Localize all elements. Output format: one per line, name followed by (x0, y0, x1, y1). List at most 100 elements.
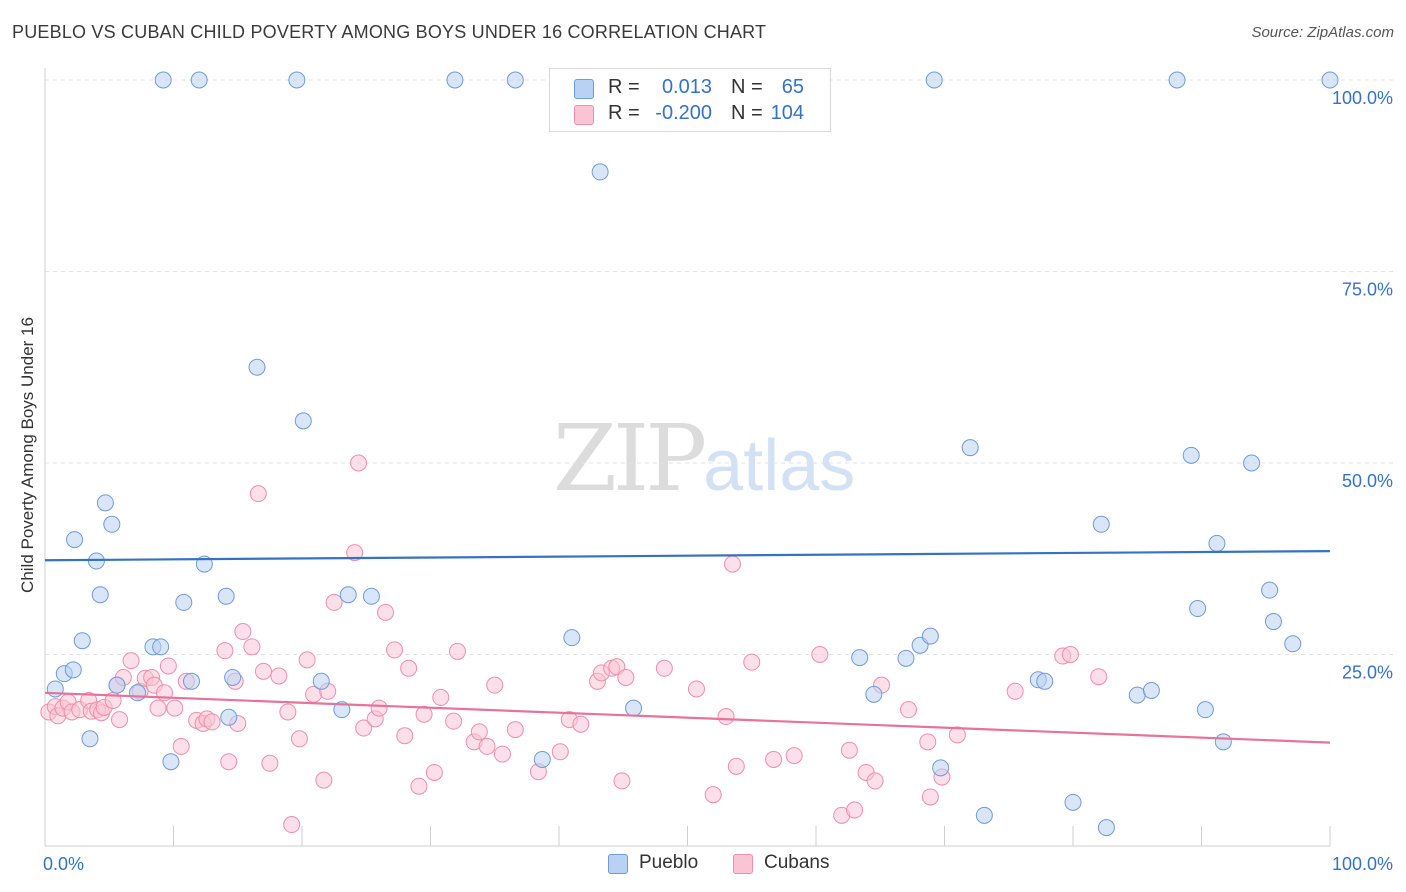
pueblo-point (1261, 581, 1279, 599)
pueblo-point (162, 753, 180, 771)
cubans-point (290, 730, 308, 748)
cubans-point (279, 703, 297, 721)
cubans-point (270, 667, 288, 685)
pueblo-point (932, 759, 950, 777)
cubans-point (493, 745, 511, 763)
n-value: 65 (781, 76, 804, 98)
y-axis-label: Child Poverty Among Boys Under 16 (18, 317, 37, 593)
source-label: Source: ZipAtlas.com (1251, 24, 1394, 41)
cubans-point (425, 763, 443, 781)
cubans-point (723, 555, 741, 573)
pueblo-point (152, 638, 170, 656)
cubans-point (216, 642, 234, 660)
y-tick-label: 25.0% (1342, 663, 1393, 683)
cubans-point (1061, 646, 1079, 663)
pueblo-point (446, 71, 464, 89)
pueblo-point (921, 627, 939, 645)
pueblo-point (182, 672, 200, 690)
pueblo-point (220, 708, 238, 726)
pueblo-point (1064, 793, 1082, 811)
pueblo-point (46, 680, 64, 698)
pueblo-trend-line (44, 549, 1331, 562)
pueblo-point (897, 649, 915, 667)
pueblo-point (66, 531, 84, 549)
pueblo-point (175, 593, 193, 611)
pueblo-point (625, 699, 643, 717)
cubans-point (415, 705, 433, 723)
cubans-point (432, 688, 450, 706)
pueblo-point (1214, 733, 1232, 751)
watermark-zip: ZIP (553, 405, 707, 512)
pueblo-point (1168, 71, 1186, 89)
cubans-point (410, 777, 428, 795)
x-tick-label-right: 100.0% (1332, 854, 1393, 874)
r-value: 0.013 (661, 76, 712, 98)
r-label: R = (608, 76, 640, 98)
pueblo-point (154, 71, 172, 89)
watermark: ZIPatlas (553, 405, 855, 512)
pueblo-point (339, 586, 357, 604)
pueblo-point (217, 587, 235, 605)
cubans-point (687, 680, 705, 698)
cubans-point (448, 642, 466, 660)
pueblo-point (294, 412, 312, 430)
cubans-point (921, 788, 939, 806)
pueblo-point (248, 358, 266, 376)
pueblo-point (1321, 71, 1339, 89)
r-label: R = (608, 102, 640, 124)
y-tick-label: 50.0% (1342, 471, 1393, 491)
pueblo-point (1142, 682, 1160, 700)
cubans-point (370, 699, 388, 717)
cubans-point (704, 786, 722, 804)
watermark-atlas: atlas (703, 426, 856, 506)
cubans-point (811, 646, 829, 663)
pueblo-point (975, 806, 993, 824)
cubans-point (617, 668, 635, 686)
cubans-point (572, 715, 590, 733)
cubans-point (765, 750, 783, 768)
pueblo-point (851, 649, 869, 667)
pueblo-point (64, 661, 82, 679)
cubans-point (220, 753, 238, 771)
x-tick-label-left: 0.0% (43, 854, 84, 874)
pueblo-point (81, 730, 99, 748)
cubans-point (900, 701, 918, 719)
pueblo-point (1196, 701, 1214, 719)
pueblo-point (190, 71, 208, 89)
n-value: 104 (770, 102, 804, 124)
cubans-legend-label: Cubans (764, 852, 830, 873)
cubans-point (111, 711, 129, 729)
cubans-point (315, 771, 333, 789)
cubans-point (254, 662, 272, 680)
pueblo-point (103, 515, 121, 533)
cubans-point (149, 699, 167, 717)
pueblo-point (1036, 672, 1054, 690)
cubans-point (727, 757, 745, 775)
pueblo-point (591, 163, 609, 181)
pueblo-point (224, 668, 242, 686)
y-tick-label: 100.0% (1332, 88, 1393, 108)
pueblo-point (362, 587, 380, 605)
cubans-point (261, 754, 279, 772)
cubans-point (400, 659, 418, 677)
pueblo-point (563, 629, 581, 647)
cubans-point (386, 641, 404, 659)
r-value: -0.200 (655, 102, 712, 124)
cubans-point (655, 659, 673, 677)
cubans-point (551, 743, 569, 761)
cubans-point (298, 651, 316, 669)
pueblo-legend-swatch (608, 854, 628, 874)
pueblo-point (1243, 454, 1261, 472)
cubans-point (846, 801, 864, 819)
n-label: N = (731, 102, 763, 124)
pueblo-point (129, 684, 147, 702)
pueblo-point (865, 685, 883, 703)
cubans-point (234, 623, 252, 641)
cubans-point (377, 603, 395, 621)
chart-title: PUEBLO VS CUBAN CHILD POVERTY AMONG BOYS… (12, 22, 767, 42)
pueblo-point (96, 494, 114, 512)
pueblo-legend-label: Pueblo (639, 852, 699, 873)
pueblo-point (1208, 534, 1226, 552)
cubans-trend-line (44, 691, 1331, 744)
